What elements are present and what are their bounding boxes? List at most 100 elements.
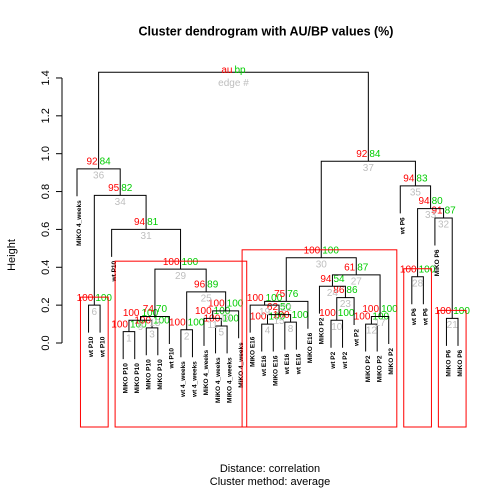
bp-value: 100	[142, 308, 159, 319]
edge-number: 21	[447, 320, 459, 331]
edge-number: 32	[438, 220, 450, 231]
y-tick-label: 0.4	[40, 260, 52, 275]
edge-number: 27	[351, 276, 363, 287]
dendrogram-link	[318, 285, 346, 314]
edge-number: 1	[126, 333, 132, 344]
y-tick-label: 1.0	[40, 146, 52, 161]
edge-number: 37	[363, 163, 375, 174]
bp-value: 50	[280, 302, 292, 313]
leaf-label: MiKO 4_weeks	[215, 357, 222, 403]
leaf-label: MiKO E16	[272, 355, 279, 386]
leaf-label: MiKO 4_weeks	[238, 342, 245, 388]
au-value: 95	[108, 183, 120, 194]
bp-value: 100	[381, 304, 398, 315]
dendrogram-link	[284, 321, 297, 350]
chart-title: Cluster dendrogram with AU/BP values (%)	[139, 24, 394, 38]
legend-bp: bp	[234, 65, 246, 76]
au-value: 100	[400, 264, 417, 275]
bp-value: 100	[214, 306, 231, 317]
bp-value: 100	[322, 245, 339, 256]
au-value: 96	[194, 280, 206, 291]
bp-value: 100	[372, 312, 389, 323]
bp-value: 100	[188, 317, 205, 328]
leaf-label: MiKO 4_weeks	[76, 200, 83, 246]
bp-value: 100	[95, 293, 112, 304]
leaf-label: MiKO P10	[122, 363, 129, 394]
au-value: 100	[204, 314, 221, 325]
bp-value: 100	[182, 257, 199, 268]
edge-number: 24	[327, 288, 339, 299]
au-value: 94	[320, 274, 332, 285]
au-value: 94	[418, 196, 430, 207]
edge-number: 18	[220, 312, 232, 323]
leaf-label: wt P2	[342, 351, 349, 369]
leaf-label: wt 4_weeks	[180, 361, 187, 398]
cluster-box	[403, 268, 432, 428]
dendrogram-link	[417, 208, 445, 277]
bp-value: 100	[266, 293, 283, 304]
dendrogram-link	[370, 315, 390, 344]
au-value: 100	[123, 308, 140, 319]
bp-value: 100	[153, 315, 170, 326]
edge-number: 25	[201, 294, 213, 305]
bp-value: 70	[156, 304, 168, 315]
dendrogram-link	[98, 71, 369, 169]
edge-number: 8	[288, 324, 294, 335]
leaf-label: MiKO P10	[145, 359, 152, 390]
edge-number: 17	[375, 318, 387, 329]
dendrogram-link	[140, 315, 170, 344]
au-value: 100	[247, 293, 264, 304]
bp-value: 100	[222, 314, 239, 325]
au-value: 62	[267, 302, 279, 313]
bp-value: 76	[287, 289, 299, 300]
x-axis-title: Distance: correlation	[220, 463, 320, 475]
edge-number: 5	[219, 328, 225, 339]
au-value: 100	[134, 315, 151, 326]
edge-number: 35	[410, 188, 422, 199]
y-tick-label: 0.8	[40, 184, 52, 199]
edge-number: 23	[340, 299, 352, 310]
edge-number: 3	[149, 329, 155, 340]
au-value: 100	[354, 312, 371, 323]
au-value: 100	[435, 306, 452, 317]
leaf-label: wt P2	[353, 329, 360, 347]
edge-number: 4	[265, 326, 271, 337]
au-value: 92	[356, 149, 368, 160]
leaf-label: MiKO 4_weeks	[203, 349, 210, 395]
dendrogram-link	[128, 319, 153, 332]
edge-number: 28	[412, 278, 424, 289]
bp-value: 83	[416, 174, 428, 185]
bp-value: 100	[227, 298, 244, 309]
leaf-label: wt E16	[296, 353, 303, 375]
bp-value: 100	[130, 319, 147, 330]
y-axis-title: Height	[6, 239, 18, 271]
dendrogram-link	[88, 304, 101, 333]
au-value: 100	[362, 304, 379, 315]
leaf-label: wt E16	[261, 355, 268, 377]
edge-number: 19	[259, 307, 271, 318]
edge-number: 11	[207, 320, 218, 331]
au-value: 100	[77, 293, 94, 304]
leaf-label: MiKO P2	[365, 355, 372, 382]
au-value: 94	[134, 217, 146, 228]
dendrogram-link	[264, 300, 309, 329]
dendrogram-link	[203, 317, 222, 346]
au-value: 100	[195, 306, 212, 317]
bp-value: 100	[419, 264, 436, 275]
edge-number: 34	[115, 197, 127, 208]
edge-number: 9	[138, 322, 144, 333]
leaf-label: wt 4_weeks	[192, 361, 199, 398]
bp-value: 100	[292, 310, 309, 321]
y-tick-label: 0.2	[40, 297, 52, 312]
leaf-label: MiKO P10	[134, 363, 141, 394]
bp-value: 81	[147, 217, 159, 228]
bp-value: 84	[369, 149, 381, 160]
edge-number: 22	[281, 303, 293, 314]
x-axis-subtitle: Cluster method: average	[210, 476, 330, 488]
cluster-box	[241, 249, 398, 428]
bp-value: 100	[453, 306, 470, 317]
bp-value: 86	[346, 285, 358, 296]
edge-number: 10	[331, 322, 343, 333]
leaf-label: MiKO P10	[157, 359, 164, 390]
legend-edge: edge #	[218, 78, 249, 89]
